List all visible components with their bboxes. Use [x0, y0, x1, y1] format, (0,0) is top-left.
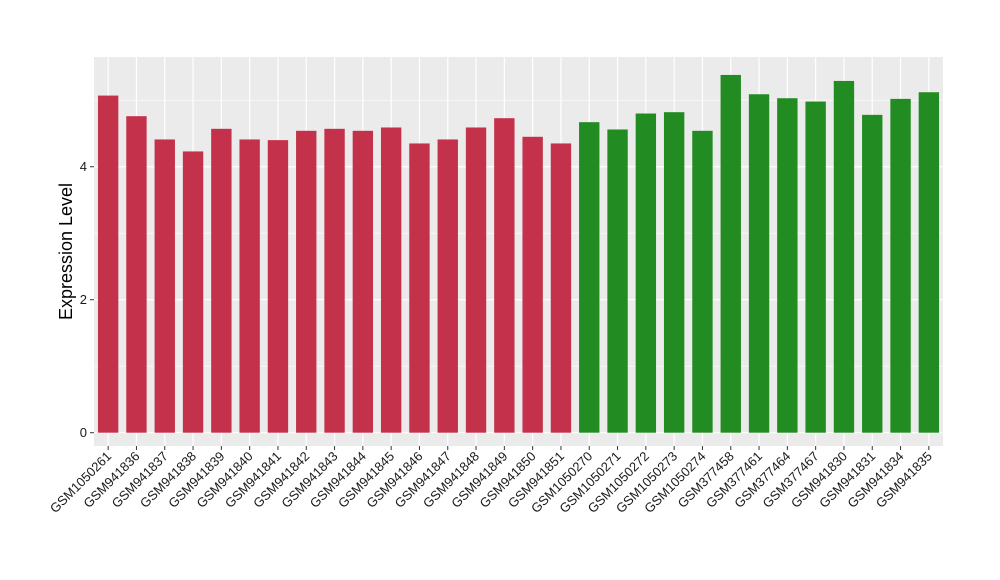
y-tick-label: 0	[80, 425, 87, 440]
bar-GSM941830	[833, 80, 855, 433]
bar-GSM941847	[437, 139, 458, 433]
bar-GSM941835	[918, 92, 940, 433]
bar-GSM941838	[182, 151, 204, 433]
y-axis: 0 2 4	[80, 159, 94, 440]
bar-GSM941839	[211, 128, 232, 433]
bar-GSM1050261	[97, 95, 119, 433]
x-axis: GSM1050261GSM941836GSM941837GSM941838GSM…	[47, 446, 935, 516]
bar-GSM941851	[550, 143, 572, 433]
y-tick-label: 2	[80, 292, 87, 307]
bar-GSM941843	[324, 128, 345, 433]
bars	[97, 74, 940, 433]
bar-GSM1050270	[579, 122, 600, 433]
bar-GSM377461	[748, 94, 770, 433]
bar-GSM941848	[465, 127, 487, 433]
bar-GSM377467	[805, 101, 826, 433]
bar-GSM941842	[296, 130, 317, 433]
bar-GSM1050271	[607, 129, 628, 433]
plot-panel	[94, 57, 943, 446]
bar-GSM941845	[380, 127, 402, 433]
bar-GSM941841	[267, 140, 289, 433]
bar-GSM941840	[239, 139, 260, 433]
bar-GSM1050274	[692, 130, 713, 433]
bar-GSM377464	[777, 98, 798, 433]
bar-GSM941836	[126, 116, 147, 433]
bar-GSM941846	[409, 143, 430, 433]
y-axis-title: Expression Level	[56, 183, 76, 320]
bar-GSM1050272	[635, 113, 657, 433]
bar-GSM941850	[522, 136, 543, 433]
bar-GSM941844	[352, 130, 374, 433]
bar-GSM1050273	[663, 112, 685, 433]
bar-GSM941849	[494, 118, 515, 433]
bar-GSM377458	[720, 74, 741, 433]
y-tick-label: 4	[80, 159, 87, 174]
bar-GSM941831	[862, 114, 883, 433]
bar-GSM941834	[890, 98, 911, 433]
bar-GSM941837	[154, 139, 175, 433]
